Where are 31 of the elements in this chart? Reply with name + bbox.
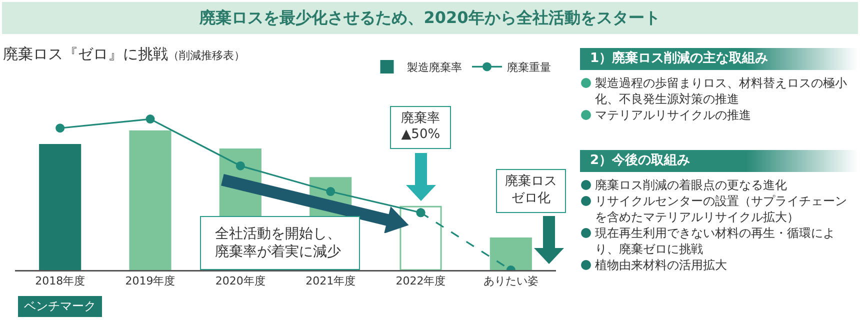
bar <box>39 144 82 270</box>
text: マテリアルリサイクルの推進 <box>595 108 751 122</box>
annotation: 全社活動を開始し、廃棄率が着実に減少 <box>200 216 360 270</box>
legend-label: 製造廃棄率 <box>407 60 462 74</box>
legend-label: 廃棄重量 <box>507 60 551 74</box>
point <box>236 161 245 170</box>
text: 1）廃棄ロス削減の主な取組み <box>580 48 858 70</box>
bar <box>490 238 532 270</box>
bar <box>400 206 442 270</box>
x-tick-label: 2022年度 <box>396 274 446 288</box>
bar <box>129 130 172 270</box>
x-tick-label: 2021年度 <box>306 274 356 288</box>
text: 製造過程の歩留まりロス、材料替えロスの極小化、不良発生源対策の推進 <box>595 76 847 106</box>
point <box>416 208 426 218</box>
text: 2）今後の取組み <box>580 150 858 172</box>
x-tick-label: 2018年度 <box>35 274 86 288</box>
text: 廃棄ロスを最少化させるため、2020年から全社活動をスタート <box>2 2 858 34</box>
point <box>326 187 336 196</box>
text: ベンチマーク <box>18 296 102 317</box>
text: 廃棄ロス削減の着眼点の更なる進化 <box>595 178 787 192</box>
chart-subtitle: （削減推移表） <box>168 48 245 62</box>
text: リサイクルセンターの設置（サプライチェーンを含めたマテリアルリサイクル拡大） <box>595 194 847 224</box>
annotation: 廃棄率▲50% <box>390 106 452 150</box>
point <box>56 124 65 133</box>
x-tick-label: ありたい姿 <box>483 274 538 288</box>
x-tick-label: 2020年度 <box>215 274 266 288</box>
text: 植物由来材料の活用拡大 <box>595 258 727 272</box>
point <box>146 114 155 124</box>
text: 現在再生利用できない材料の再生・循環により、廃棄ゼロに挑戦 <box>595 226 835 256</box>
annotation: 廃棄ロスゼロ化 <box>496 169 566 213</box>
x-tick-label: 2019年度 <box>125 274 176 288</box>
